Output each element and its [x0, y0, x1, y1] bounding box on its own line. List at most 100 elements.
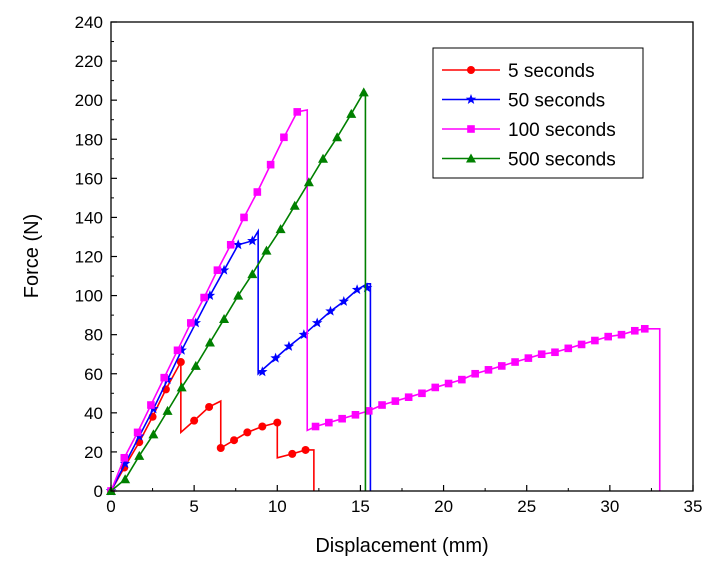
data-point: [617, 330, 626, 339]
data-point: [216, 444, 225, 453]
data-point: [233, 290, 244, 300]
data-point: [511, 358, 519, 366]
data-point: [338, 295, 350, 306]
data-point: [577, 340, 586, 349]
data-point: [133, 428, 142, 437]
y-tick-label: 240: [75, 13, 103, 32]
data-point: [444, 379, 453, 388]
data-point: [232, 239, 244, 250]
data-point: [190, 360, 201, 370]
data-point: [311, 317, 323, 328]
series-5-seconds: [107, 358, 315, 495]
data-point: [458, 375, 466, 384]
series-500-seconds: [106, 87, 369, 495]
data-point: [332, 132, 343, 142]
data-point: [243, 428, 252, 437]
x-tick-label: 0: [106, 497, 115, 516]
data-point: [404, 393, 413, 401]
data-point: [218, 264, 230, 275]
y-tick-label: 180: [75, 130, 103, 149]
data-point: [148, 429, 159, 439]
series-100-seconds: [107, 108, 661, 495]
data-point: [134, 450, 145, 460]
data-point: [147, 401, 155, 409]
data-point: [219, 314, 230, 324]
data-point: [247, 269, 258, 279]
y-tick-label: 60: [84, 365, 103, 384]
data-point: [564, 344, 573, 353]
data-point: [283, 340, 295, 351]
data-point: [497, 362, 506, 370]
data-point: [119, 458, 131, 469]
data-point: [351, 284, 363, 295]
data-point: [160, 373, 169, 382]
y-tick-label: 100: [75, 287, 103, 306]
legend-label: 500 seconds: [508, 150, 616, 171]
legend-label: 50 seconds: [508, 91, 605, 112]
legend-marker: [465, 94, 477, 104]
data-point: [266, 160, 275, 169]
data-point: [631, 326, 639, 335]
x-tick-label: 35: [684, 497, 703, 516]
data-point: [640, 325, 649, 333]
data-point: [537, 350, 546, 359]
data-point: [293, 108, 302, 116]
legend-entries: 5 seconds 50 seconds 100 seconds 500 second…: [442, 61, 616, 171]
x-tick-label: 30: [600, 497, 619, 516]
data-point: [230, 436, 239, 445]
data-point: [325, 305, 336, 316]
y-tick-label: 80: [84, 326, 103, 345]
data-point: [418, 389, 426, 398]
data-point: [258, 422, 267, 431]
data-point: [213, 266, 222, 274]
data-point: [273, 418, 282, 427]
axes-layer: 0 5 10 15 20 25 30 35 0 20 40 60 80 100 120 140 160 180 20…: [75, 13, 703, 516]
data-point: [205, 402, 214, 411]
data-point: [301, 445, 310, 454]
data-point: [204, 290, 216, 301]
y-tick-label: 120: [75, 248, 103, 267]
x-tick-label: 20: [434, 497, 453, 516]
data-point: [176, 344, 187, 355]
y-tick-label: 140: [75, 208, 103, 227]
data-point: [303, 177, 314, 187]
y-tick-label: 220: [75, 52, 103, 71]
series-50-seconds: [105, 228, 373, 496]
data-point: [173, 346, 182, 355]
data-point: [261, 245, 272, 255]
data-point: [190, 416, 199, 425]
data-point: [361, 282, 373, 293]
series-line: [110, 361, 315, 492]
data-point: [120, 453, 129, 462]
data-point: [298, 329, 310, 340]
legend-marker: [466, 153, 476, 163]
data-point: [358, 87, 369, 97]
y-axis-title: Force (N): [21, 214, 43, 298]
data-point: [176, 382, 187, 392]
data-point: [591, 336, 599, 345]
y-tick-label: 40: [84, 404, 103, 423]
data-point: [240, 213, 248, 222]
x-tick-label: 25: [517, 497, 536, 516]
data-point: [275, 224, 286, 234]
legend-marker: [467, 125, 475, 133]
y-tick-label: 20: [84, 443, 103, 462]
data-point: [471, 369, 479, 378]
x-tick-label: 15: [351, 497, 370, 516]
y-tick-label: 160: [75, 169, 103, 188]
data-point: [120, 474, 131, 484]
data-point: [280, 133, 288, 142]
data-point: [247, 235, 258, 246]
data-point: [524, 354, 533, 362]
data-point: [200, 293, 208, 302]
data-point: [270, 352, 281, 363]
data-point: [325, 418, 333, 427]
data-point: [346, 108, 357, 118]
data-point: [604, 332, 612, 341]
data-point: [288, 449, 297, 458]
data-point: [391, 397, 400, 405]
data-point: [378, 401, 386, 409]
legend: 5 seconds 50 seconds 100 seconds 500 second…: [432, 47, 644, 179]
data-point: [289, 200, 300, 210]
